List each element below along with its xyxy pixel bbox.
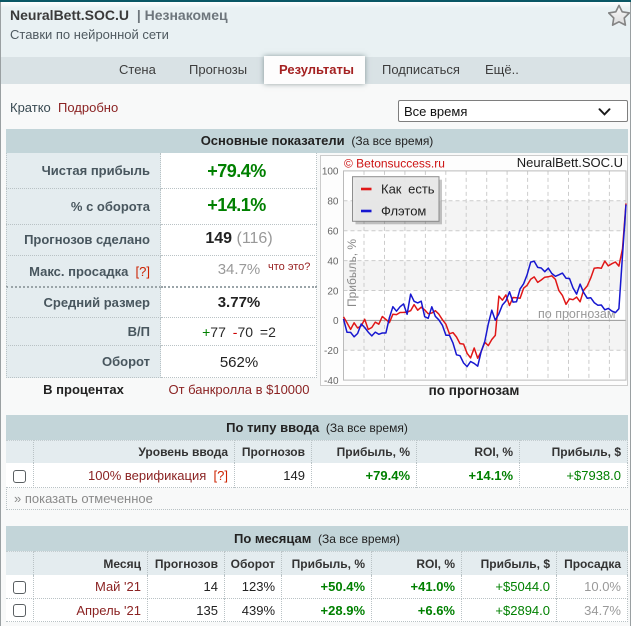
- svg-text:100: 100: [322, 167, 339, 178]
- svg-text:NeuralBett.SOC.U: NeuralBett.SOC.U: [517, 155, 623, 170]
- svg-text:-20: -20: [324, 346, 339, 357]
- svg-text:60: 60: [327, 227, 339, 238]
- svg-text:Прибыль, %: Прибыль, %: [345, 239, 359, 307]
- svg-text:-40: -40: [324, 376, 339, 386]
- svg-text:0: 0: [333, 316, 339, 327]
- svg-text:80: 80: [327, 197, 339, 208]
- svg-text:© Betonsuccess.ru: © Betonsuccess.ru: [344, 157, 445, 171]
- svg-text:20: 20: [327, 286, 339, 297]
- svg-text:Как есть: Как есть: [381, 182, 435, 197]
- svg-text:Флэтом: Флэтом: [381, 204, 426, 219]
- svg-text:40: 40: [327, 256, 339, 267]
- svg-text:по прогнозам: по прогнозам: [538, 307, 615, 321]
